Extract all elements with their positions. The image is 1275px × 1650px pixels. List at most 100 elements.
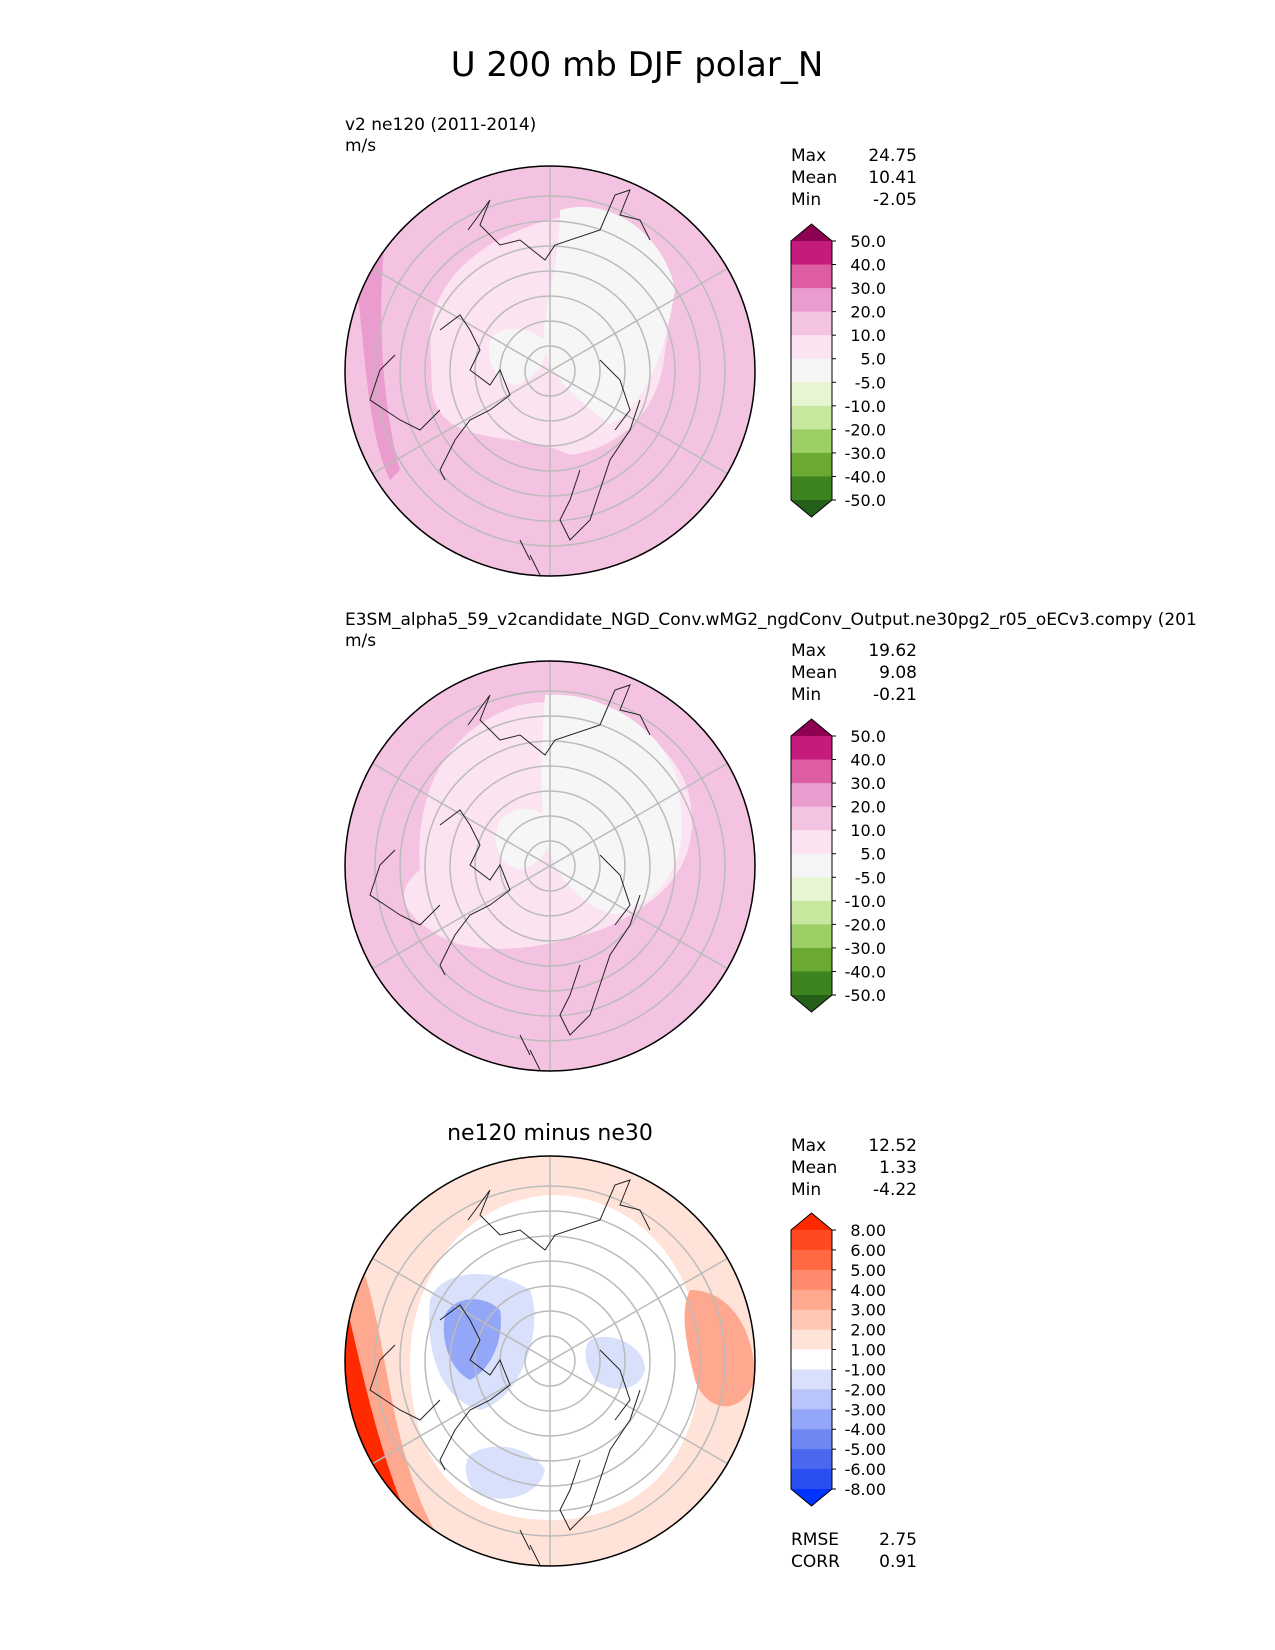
colorbar-bin <box>791 1329 832 1351</box>
stat-value: 12.52 <box>868 1136 917 1156</box>
panel-difference: ne120 minus ne30 <box>344 1121 917 1572</box>
coastlines <box>369 684 651 1071</box>
colorbar-bin <box>791 1389 832 1410</box>
stat-label: Mean <box>791 168 837 188</box>
metric-value: 0.91 <box>879 1552 917 1572</box>
colorbar-bin <box>791 924 832 949</box>
map-grid <box>371 661 729 1071</box>
colorbar-bin <box>791 1449 832 1470</box>
map-border <box>344 1155 756 1567</box>
colorbar-bin <box>791 476 832 501</box>
colorbar-tick-label: -50.0 <box>845 986 886 1005</box>
colorbar-bin <box>791 264 832 289</box>
colorbar-tick-label: -40.0 <box>845 962 886 981</box>
stat-value: 1.33 <box>879 1158 917 1178</box>
colorbar-bin <box>791 429 832 454</box>
panel-reference: E3SM_alpha5_59_v2candidate_NGD_Conv.wMG2… <box>344 610 1197 1072</box>
colorbar-tick-label: -8.00 <box>845 1480 886 1499</box>
colorbar-tick-label: 30.0 <box>850 774 886 793</box>
stat-value: 19.62 <box>868 641 917 661</box>
colorbar-bin <box>791 806 832 831</box>
panel-test: v2 ne120 (2011-2014) m/s <box>344 115 917 577</box>
colorbar-bin <box>791 358 832 383</box>
colorbar-tick-label: 20.0 <box>850 303 886 322</box>
colorbar-tick-label: -4.00 <box>845 1420 886 1439</box>
colorbar-bin <box>791 1230 832 1251</box>
stat-label: Max <box>791 641 826 661</box>
colorbar-tick-label: 10.0 <box>850 821 886 840</box>
colorbar-tick-label: -30.0 <box>845 939 886 958</box>
colorbar-extend-min <box>791 995 832 1012</box>
colorbar-extend-max <box>791 224 832 241</box>
colorbar-tick-label: 8.00 <box>850 1221 886 1240</box>
stats-box: Max 19.62 Mean 9.08 Min -0.21 <box>791 641 917 705</box>
colorbar-tick-label: 50.0 <box>850 232 886 251</box>
colorbar-bin <box>791 783 832 808</box>
colorbar-tick-label: -20.0 <box>845 420 886 439</box>
metric-label: RMSE <box>791 1530 839 1550</box>
colorbar-tick-label: -40.0 <box>845 467 886 486</box>
stat-label: Max <box>791 146 826 166</box>
colorbar-tick-label: -20.0 <box>845 915 886 934</box>
colorbar-bin <box>791 382 832 407</box>
colorbar-extend-max <box>791 1213 832 1230</box>
colorbar: 8.006.005.004.003.002.001.00-1.00-2.00-3… <box>790 1212 886 1507</box>
colorbar-tick-label: -1.00 <box>845 1360 886 1379</box>
stat-label: Max <box>791 1136 826 1156</box>
panel-title: E3SM_alpha5_59_v2candidate_NGD_Conv.wMG2… <box>345 610 1197 630</box>
colorbar-tick-label: -3.00 <box>845 1400 886 1419</box>
colorbar-tick-label: 5.0 <box>861 350 886 369</box>
colorbar-bin <box>791 288 832 313</box>
stat-label: Min <box>791 190 821 210</box>
metrics-box: RMSE 2.75 CORR 0.91 <box>791 1530 917 1572</box>
colorbar-extend-min <box>791 500 832 517</box>
colorbar-bin <box>791 1469 832 1490</box>
colorbar-tick-label: 30.0 <box>850 279 886 298</box>
colorbar-tick-label: 1.00 <box>850 1341 886 1360</box>
colorbar-bin <box>791 1309 832 1331</box>
field-region-pole <box>488 328 546 385</box>
map-border <box>344 660 756 1072</box>
metric-label: CORR <box>791 1552 840 1572</box>
colorbar-bin <box>791 971 832 996</box>
colorbar-tick-label: 10.0 <box>850 326 886 345</box>
colorbar-tick-label: -5.0 <box>855 868 886 887</box>
stat-label: Min <box>791 685 821 705</box>
colorbar-tick-label: 40.0 <box>850 256 886 275</box>
colorbar-bin <box>791 830 832 855</box>
colorbar-tick-label: -5.0 <box>855 373 886 392</box>
colorbar-bin <box>791 1249 832 1271</box>
colorbar-bin <box>791 1429 832 1450</box>
colorbar-tick-label: 2.00 <box>850 1321 886 1340</box>
metric-value: 2.75 <box>879 1530 917 1550</box>
colorbar-bin <box>791 1369 832 1390</box>
colorbar-tick-label: 4.00 <box>850 1281 886 1300</box>
map-border <box>344 165 756 577</box>
stats-box: Max 24.75 Mean 10.41 Min -2.05 <box>791 146 917 210</box>
panel-title: v2 ne120 (2011-2014) <box>345 115 536 135</box>
colorbar-tick-label: -10.0 <box>845 892 886 911</box>
colorbar-bin <box>791 335 832 360</box>
stat-value: -2.05 <box>873 190 917 210</box>
colorbar-tick-label: 40.0 <box>850 751 886 770</box>
colorbar-bin <box>791 452 832 478</box>
stats-box: Max 12.52 Mean 1.33 Min -4.22 <box>791 1136 917 1200</box>
coastlines <box>369 189 651 576</box>
colorbar-bin <box>791 736 832 761</box>
stat-label: Mean <box>791 663 837 683</box>
colorbar-extend-max <box>791 719 832 736</box>
colorbar-bin <box>791 1409 832 1430</box>
colorbar-tick-label: -5.00 <box>845 1440 886 1459</box>
colorbar-tick-label: -10.0 <box>845 397 886 416</box>
stat-label: Mean <box>791 1158 837 1178</box>
colorbar-bin <box>791 1289 832 1311</box>
colorbar-bin <box>791 877 832 902</box>
colorbar-bin <box>791 311 832 336</box>
field-region-minus5 <box>541 694 683 915</box>
stat-value: 24.75 <box>868 146 917 166</box>
stat-value: 10.41 <box>868 168 917 188</box>
stat-label: Min <box>791 1180 821 1200</box>
colorbar-tick-label: 3.00 <box>850 1301 886 1320</box>
colorbar-bin <box>791 853 832 878</box>
